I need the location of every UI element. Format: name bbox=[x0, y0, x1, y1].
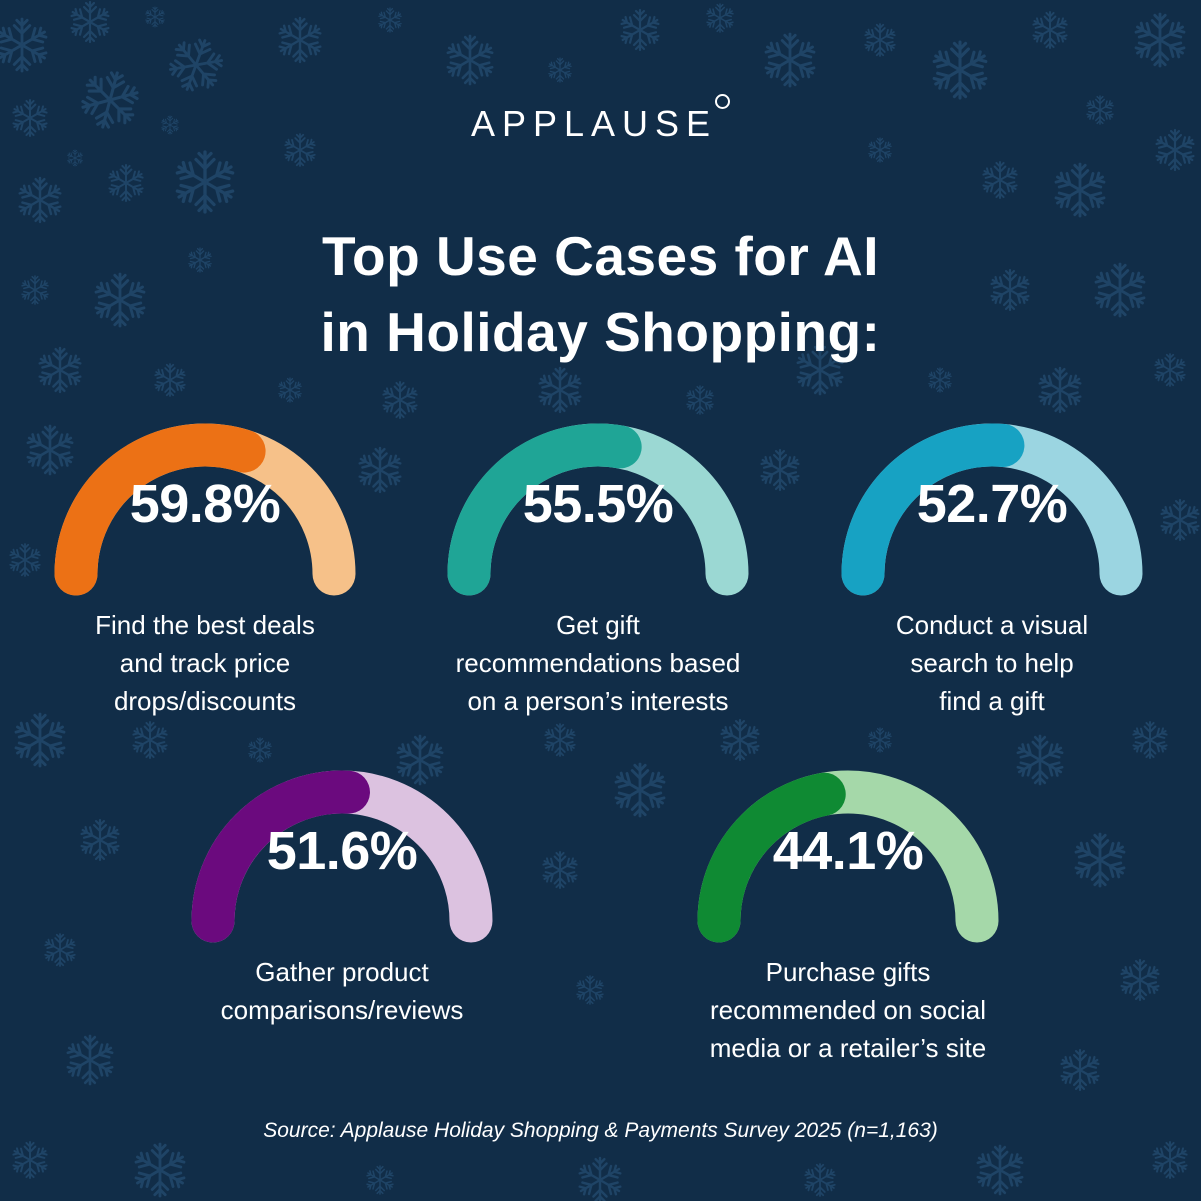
gauge-product-comparisons: 51.6% bbox=[182, 721, 502, 943]
gauge-label-purchase-gifts-social: Purchase gifts recommended on social med… bbox=[709, 957, 987, 1063]
gauge-label-visual-search: Conduct a visual search to help find a g… bbox=[895, 610, 1089, 716]
gauge-arc bbox=[54, 423, 356, 596]
title-line-2: in Holiday Shopping: bbox=[320, 301, 881, 363]
gauge-percent: 44.1% bbox=[772, 821, 924, 881]
page-title: Top Use Cases for AI in Holiday Shopping… bbox=[0, 218, 1201, 370]
logo-ring-icon bbox=[715, 94, 731, 109]
applause-logo: APPLAUSE bbox=[0, 94, 1201, 146]
gauge-visual-search: 52.7% bbox=[832, 374, 1152, 596]
gauge-arc bbox=[841, 423, 1143, 596]
gauge-percent: 51.6% bbox=[266, 821, 418, 881]
gauge-percent: 59.8% bbox=[129, 474, 281, 534]
gauge-percent: 55.5% bbox=[522, 474, 674, 534]
gauge-fill bbox=[841, 423, 1025, 596]
gauge-arc bbox=[697, 770, 999, 943]
gauge-fill bbox=[191, 770, 370, 943]
gauge-arc bbox=[191, 770, 493, 943]
gauge-percent: 52.7% bbox=[916, 474, 1068, 534]
gauge-gift-recommendations: 55.5% bbox=[438, 374, 758, 596]
source-note: Source: Applause Holiday Shopping & Paym… bbox=[263, 1119, 938, 1142]
gauge-label-product-comparisons: Gather product comparisons/reviews bbox=[220, 957, 464, 1025]
gauge-purchase-gifts-social: 44.1% bbox=[688, 721, 1008, 943]
brand-name: APPLAUSE bbox=[470, 103, 718, 144]
gauge-fill bbox=[697, 772, 846, 943]
gauge-label-gift-recommendations: Get gift recommendations based on a pers… bbox=[455, 610, 741, 716]
title-line-1: Top Use Cases for AI bbox=[321, 225, 880, 287]
gauge-label-find-deals: Find the best deals and track price drop… bbox=[95, 610, 315, 716]
gauge-find-deals: 59.8% bbox=[45, 374, 365, 596]
gauge-fill bbox=[447, 423, 642, 596]
gauge-fill bbox=[54, 423, 266, 596]
gauge-arc bbox=[447, 423, 749, 596]
